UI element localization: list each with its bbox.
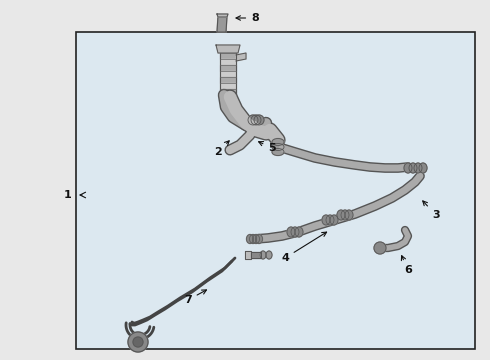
Circle shape bbox=[133, 337, 143, 347]
Ellipse shape bbox=[287, 227, 295, 237]
Polygon shape bbox=[236, 53, 246, 61]
Ellipse shape bbox=[272, 149, 284, 156]
Ellipse shape bbox=[260, 251, 266, 259]
Polygon shape bbox=[245, 251, 251, 259]
Circle shape bbox=[374, 242, 386, 254]
Text: 7: 7 bbox=[184, 290, 206, 305]
Polygon shape bbox=[220, 77, 236, 83]
Ellipse shape bbox=[295, 227, 303, 237]
Text: 8: 8 bbox=[236, 13, 259, 23]
Circle shape bbox=[254, 115, 264, 125]
Polygon shape bbox=[220, 59, 236, 65]
Ellipse shape bbox=[322, 215, 330, 225]
Polygon shape bbox=[220, 89, 236, 95]
Text: 5: 5 bbox=[259, 141, 276, 153]
Circle shape bbox=[248, 115, 258, 125]
Circle shape bbox=[128, 332, 148, 352]
Text: 3: 3 bbox=[423, 201, 440, 220]
Polygon shape bbox=[220, 65, 236, 71]
Polygon shape bbox=[217, 16, 227, 32]
Text: 1: 1 bbox=[64, 190, 72, 200]
Polygon shape bbox=[216, 45, 240, 53]
Circle shape bbox=[251, 115, 261, 125]
Ellipse shape bbox=[345, 210, 353, 220]
Polygon shape bbox=[220, 53, 236, 59]
Ellipse shape bbox=[266, 251, 272, 259]
Ellipse shape bbox=[255, 234, 263, 243]
Polygon shape bbox=[217, 14, 228, 17]
Ellipse shape bbox=[326, 215, 334, 225]
Text: 4: 4 bbox=[281, 232, 327, 263]
Ellipse shape bbox=[291, 227, 299, 237]
Ellipse shape bbox=[249, 234, 256, 243]
Ellipse shape bbox=[246, 234, 253, 243]
Ellipse shape bbox=[272, 144, 284, 150]
Ellipse shape bbox=[419, 163, 427, 173]
Polygon shape bbox=[220, 71, 236, 77]
Text: 2: 2 bbox=[214, 141, 229, 157]
Ellipse shape bbox=[404, 163, 412, 173]
Ellipse shape bbox=[409, 163, 417, 173]
Polygon shape bbox=[220, 83, 236, 89]
Ellipse shape bbox=[252, 234, 260, 243]
Ellipse shape bbox=[337, 210, 345, 220]
Ellipse shape bbox=[330, 215, 338, 225]
Bar bbox=[76, 32, 475, 349]
Text: 6: 6 bbox=[401, 256, 412, 275]
Polygon shape bbox=[251, 252, 261, 258]
Ellipse shape bbox=[341, 210, 349, 220]
Ellipse shape bbox=[414, 163, 422, 173]
Ellipse shape bbox=[272, 139, 284, 145]
